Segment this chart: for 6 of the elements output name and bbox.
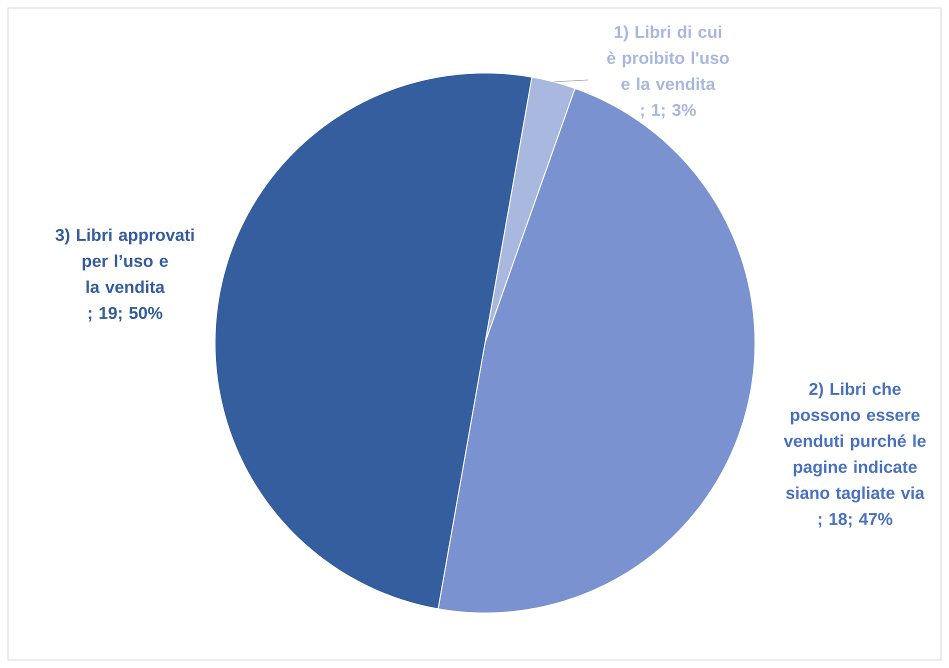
slice-label: 2) Libri che possono essere venduti purché le pagine indicate siano tagliate via [784, 382, 926, 502]
slice-label: 1) Libri di cui è proibito l'uso e la vendita [607, 26, 729, 90]
data-label: ; 1; 3% [641, 104, 696, 118]
data-label: ; 18; 47% [818, 512, 892, 528]
slice-label: 3) Libri approvati per l’uso e la vendita [56, 228, 194, 293]
data-label: ; 19; 50% [88, 306, 162, 322]
